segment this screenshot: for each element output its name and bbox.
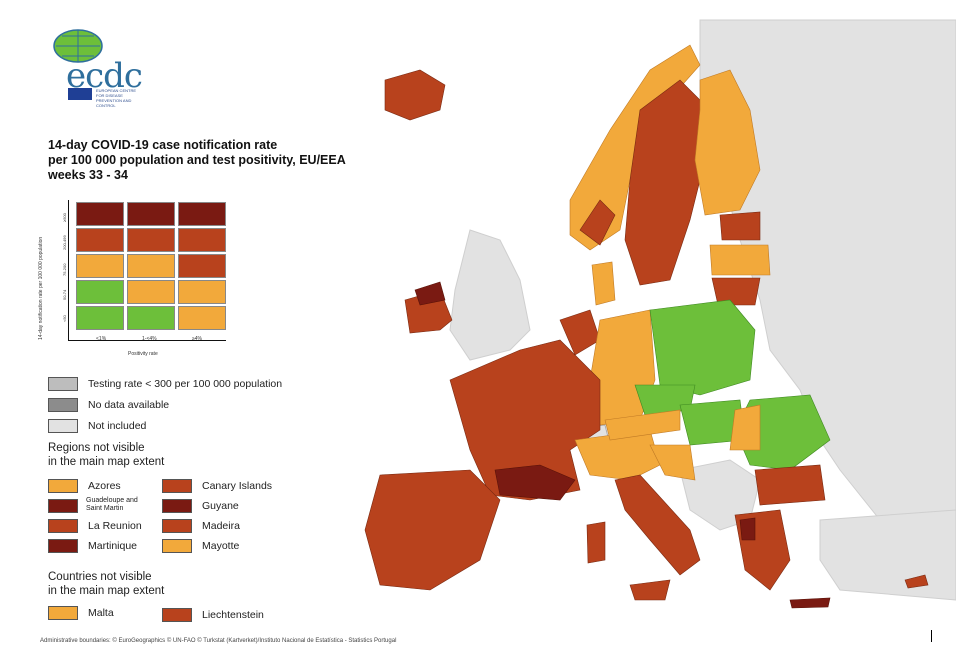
matrix-cell [127,228,175,252]
legend-swatch-la-reunion [48,519,78,533]
legend-swatch-madeira [162,519,192,533]
matrix-cell [127,306,175,330]
y-tick-2: 75-200 [62,263,67,276]
region-estonia [719,211,761,241]
region-greece-dark [739,517,756,541]
legend-label-guyane: Guyane [202,500,239,512]
region-sicily [629,579,671,601]
legend-label-canary: Canary Islands [202,480,273,492]
region-denmark [591,261,616,306]
x-tick-1: 1-<4% [142,336,157,342]
legend-label-azores: Azores [88,480,121,492]
logo-subtext: EUROPEAN CENTRE FOR DISEASE PREVENTION A… [96,88,137,108]
y-tick-1: 200-499 [62,235,67,250]
y-tick-3: 50-74 [62,289,67,300]
matrix-cell [76,228,124,252]
title-line-1: 14-day COVID-19 case notification rate [48,138,278,152]
legend-label-la-reunion: La Reunion [88,520,142,532]
regions-title: Regions not visible in the main map exte… [48,441,164,469]
legend-swatch-mayotte [162,539,192,553]
land-not-included-uk [449,229,531,361]
matrix-cell [178,306,226,330]
matrix-cell [76,306,124,330]
legend-label-madeira: Madeira [202,520,240,532]
globe-icon [53,29,103,63]
text-cursor [931,630,932,642]
countries-title: Countries not visible in the main map ex… [48,570,164,598]
matrix-cell [76,280,124,304]
region-france-south [494,464,576,501]
y-tick-4: <50 [62,315,67,322]
legend-swatch-testing-rate [48,377,78,391]
region-bulgaria [754,464,826,506]
legend-label-mayotte: Mayotte [202,540,240,552]
y-axis-line [68,200,69,340]
legend-label-testing-rate: Testing rate < 300 per 100 000 populatio… [88,378,283,390]
region-ireland-north [414,281,446,306]
x-tick-0: <1% [96,336,107,342]
region-cyprus [904,574,929,589]
matrix-cell [178,202,226,226]
legend-swatch-azores [48,479,78,493]
legend-swatch-guadeloupe [48,499,78,513]
legend-swatch-no-data [48,398,78,412]
footer-credits: Administrative boundaries: © EuroGeograp… [40,638,397,644]
eu-flag-icon [68,88,92,100]
map-title: 14-day COVID-19 case notification rate p… [48,138,378,183]
matrix-y-axis-label: 14-day notification rate per 100 000 pop… [38,236,44,340]
colour-matrix [76,202,228,332]
region-sardinia [586,521,606,564]
region-sweden [624,79,706,286]
legend-swatch-malta [48,606,78,620]
matrix-cell [127,254,175,278]
matrix-cell [76,254,124,278]
region-croatia [649,444,696,481]
legend-swatch-canary [162,479,192,493]
region-austria [604,409,681,441]
x-tick-2: ≥4% [192,336,202,342]
legend-label-martinique: Martinique [88,540,138,552]
legend-label-no-data: No data available [88,399,170,411]
region-spain [364,469,501,591]
title-line-2: per 100 000 population and test positivi… [48,153,346,167]
legend-swatch-liechtenstein [162,608,192,622]
region-romania-west [729,404,761,451]
legend-label-malta: Malta [88,607,114,619]
title-line-3: weeks 33 - 34 [48,168,128,182]
matrix-cell [127,202,175,226]
land-not-included-turkey [819,509,956,601]
countries-title-line-1: Countries not visible [48,571,152,583]
region-lithuania [711,277,761,306]
matrix-cell [178,254,226,278]
legend-swatch-not-included [48,419,78,433]
region-italy [614,474,701,576]
legend-label-liechtenstein: Liechtenstein [202,609,264,621]
legend-label-guadeloupe: Guadeloupe and Saint Martin [86,497,138,512]
ecdc-logo [48,26,148,106]
regions-title-line-1: Regions not visible [48,442,145,454]
region-finland [694,69,761,216]
region-crete [789,597,831,609]
region-france [449,339,601,501]
countries-title-line-2: in the main map extent [48,585,165,597]
y-tick-0: ≥500 [62,213,67,222]
region-iceland [384,69,446,121]
x-axis-line [68,340,226,341]
region-poland [649,299,756,396]
matrix-cell [178,280,226,304]
regions-title-line-2: in the main map extent [48,456,165,468]
matrix-cell [127,280,175,304]
legend-swatch-martinique [48,539,78,553]
legend-label-not-included: Not included [88,420,147,432]
matrix-cell [178,228,226,252]
matrix-x-axis-label: Positivity rate [128,351,158,357]
legend-swatch-guyane [162,499,192,513]
region-latvia [709,244,771,276]
region-norway-red [579,199,616,246]
matrix-cell [76,202,124,226]
